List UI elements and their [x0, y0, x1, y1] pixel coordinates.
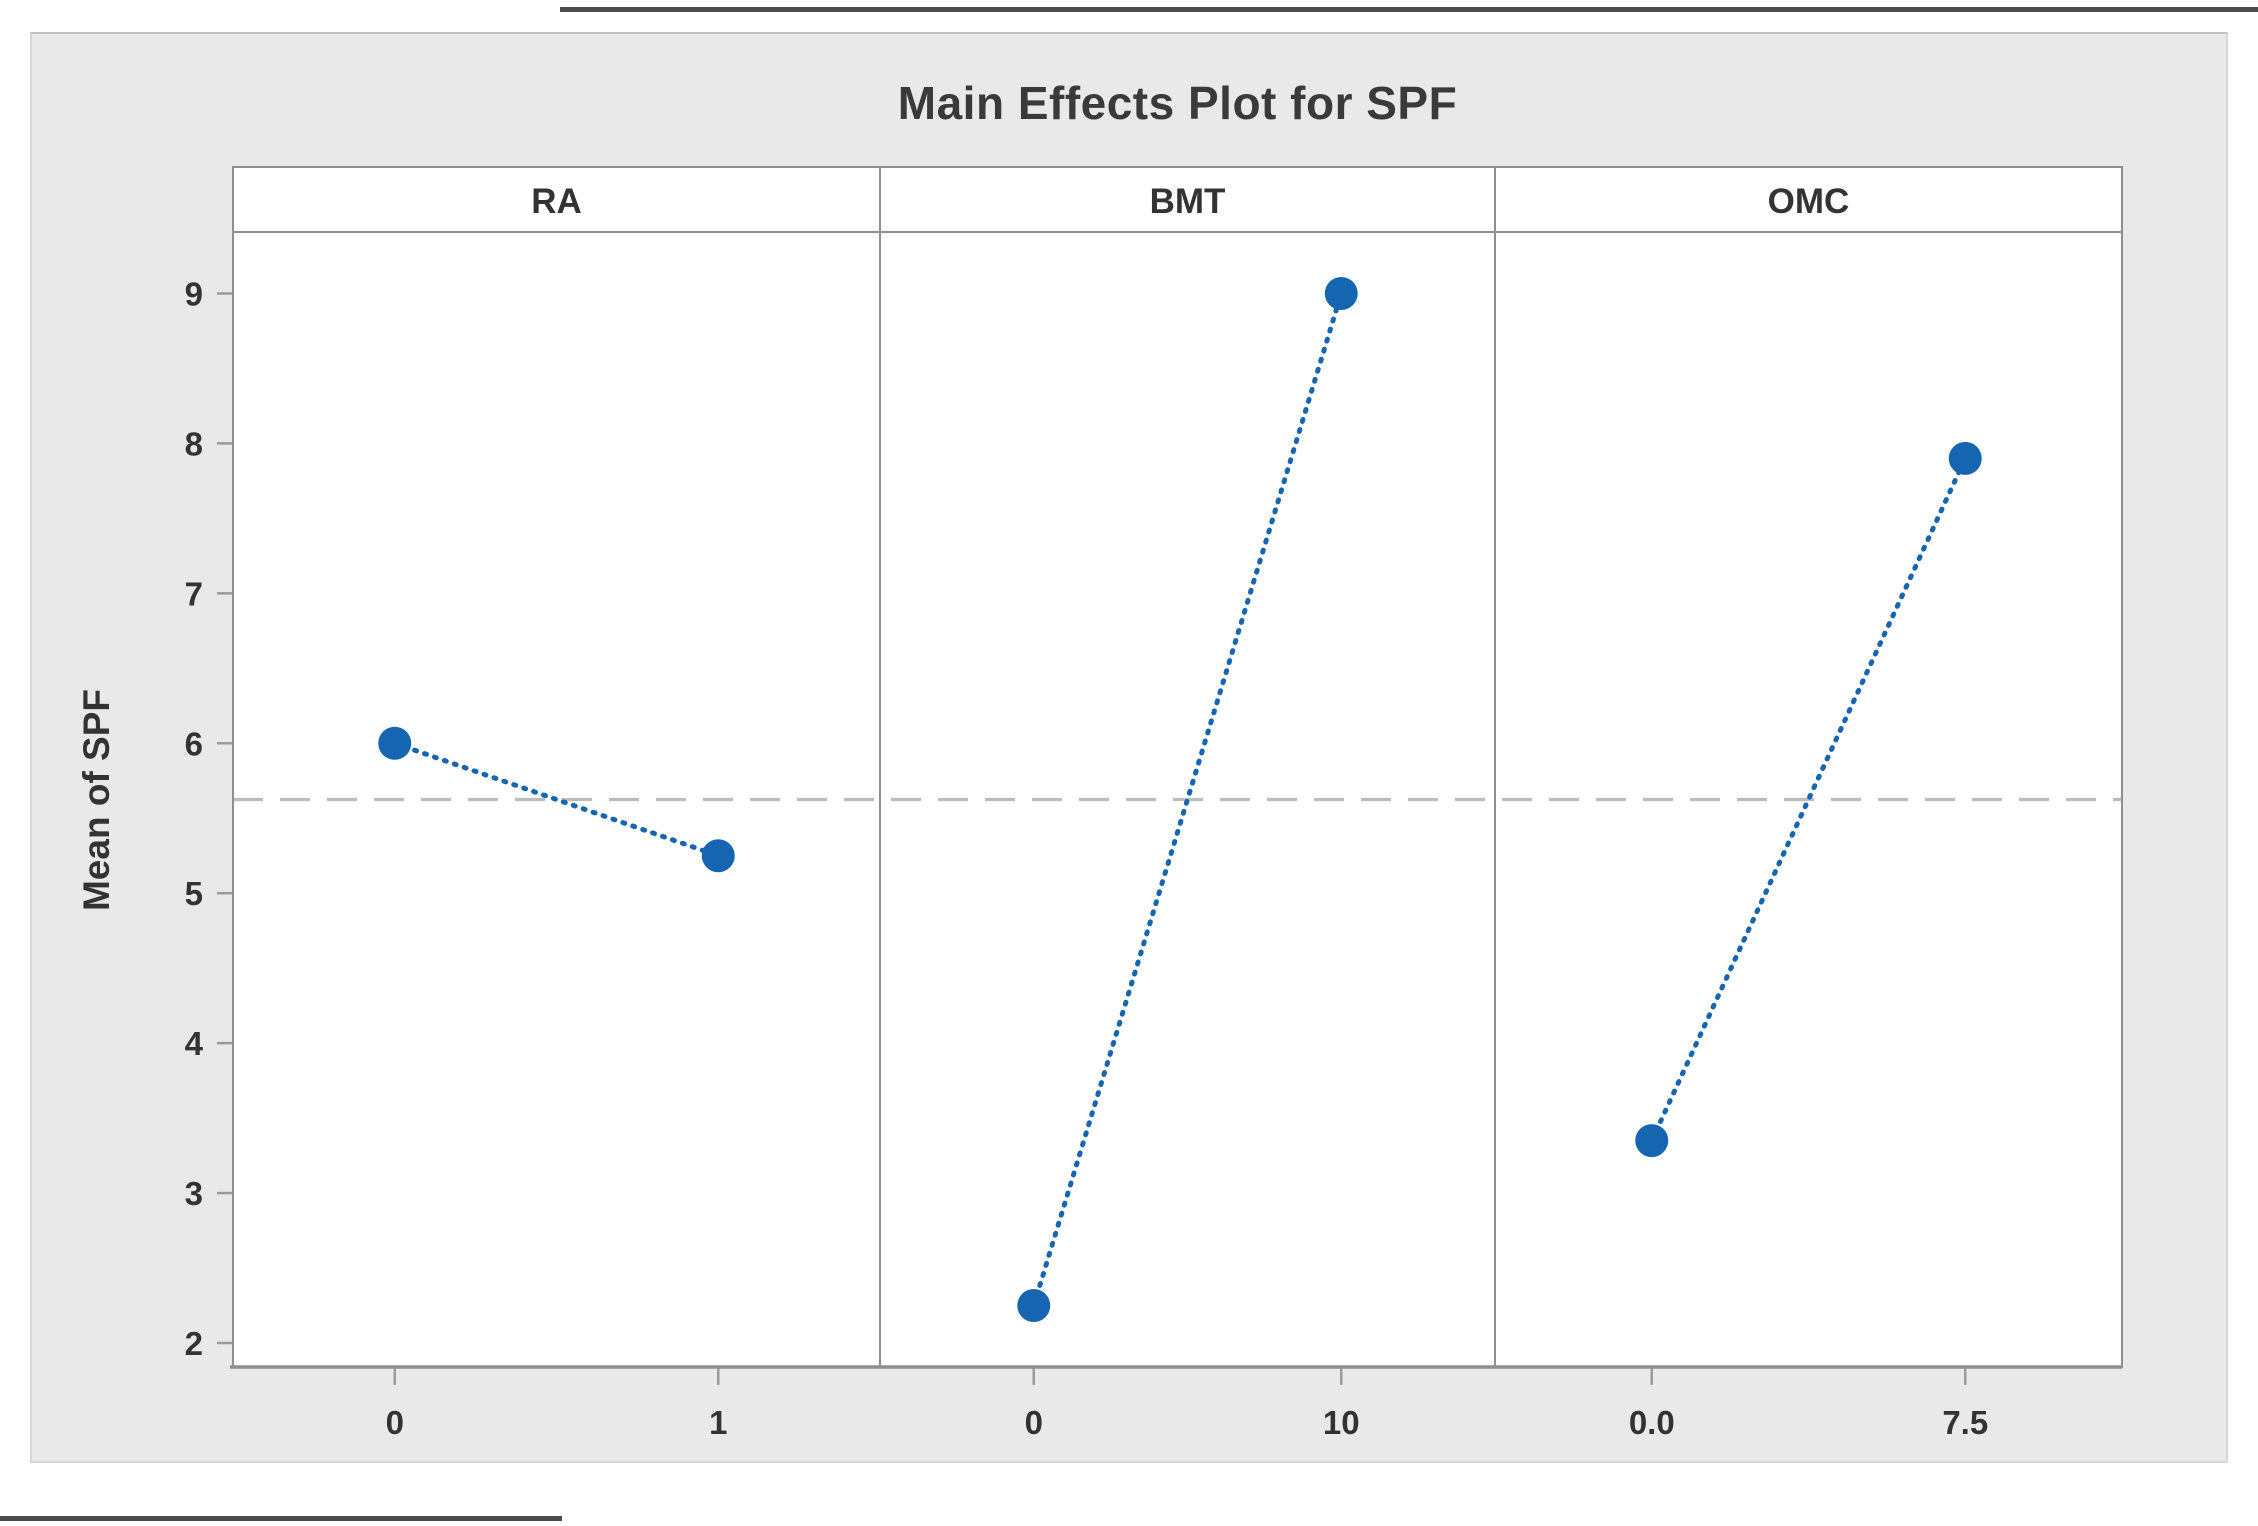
series-line-BMT — [1031, 290, 1344, 1309]
data-point-BMT-0 — [1017, 1289, 1051, 1323]
data-point-OMC-7.5 — [1948, 441, 1982, 475]
series-line-RA — [392, 740, 721, 859]
x-axis-tick-label: 0 — [1025, 1404, 1043, 1441]
y-axis-tick-label: 4 — [185, 1025, 204, 1062]
document-border-bottom — [0, 1516, 562, 1521]
x-axis-tick-label: 10 — [1323, 1404, 1360, 1441]
y-axis-tick-label: 2 — [185, 1325, 203, 1362]
chart-title: Main Effects Plot for SPF — [897, 77, 1458, 129]
x-axis-tick-label: 1 — [709, 1404, 727, 1441]
x-axis-tick-label: 0.0 — [1629, 1404, 1675, 1441]
y-axis-tick-label: 8 — [185, 425, 203, 462]
panel-label-OMC: OMC — [1768, 182, 1850, 221]
panel-label-RA: RA — [531, 182, 582, 221]
y-axis-tick-label: 5 — [185, 875, 203, 912]
y-axis-tick-label: 3 — [185, 1175, 203, 1212]
panel-label-BMT: BMT — [1150, 182, 1226, 221]
data-point-BMT-10 — [1324, 276, 1358, 310]
y-axis-tick-label: 9 — [185, 275, 203, 312]
document-border-top — [560, 7, 2258, 12]
data-point-OMC-0.0 — [1635, 1124, 1669, 1158]
x-axis-tick-label: 0 — [386, 1404, 404, 1441]
x-axis-tick-label: 7.5 — [1942, 1404, 1988, 1441]
data-point-RA-0 — [378, 726, 412, 760]
plot-background — [233, 167, 2122, 1367]
y-axis-tick-label: 6 — [185, 725, 203, 762]
y-axis-tick-label: 7 — [185, 575, 203, 612]
data-point-RA-1 — [701, 839, 735, 873]
series-line-OMC — [1649, 455, 1968, 1144]
